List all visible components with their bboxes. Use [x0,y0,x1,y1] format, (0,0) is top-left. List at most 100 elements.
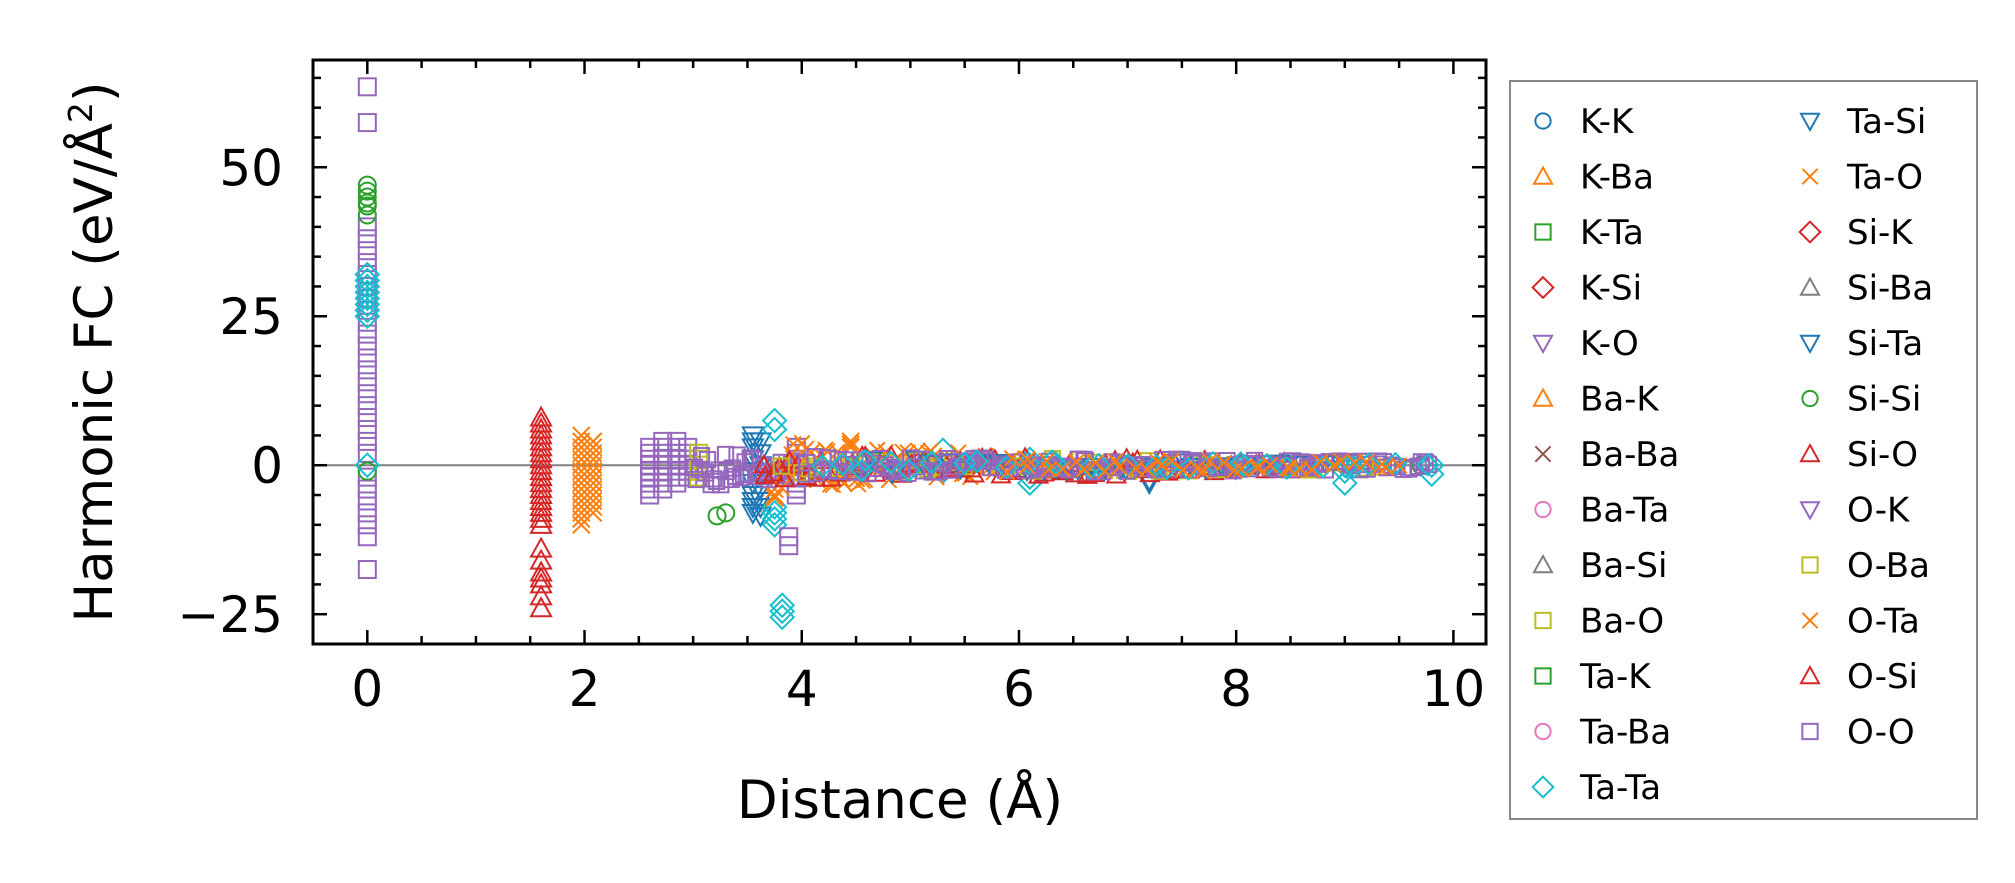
data-point-ta-ta [897,458,921,483]
legend-marker-ba-k [1532,387,1554,407]
data-point-o-o [357,229,377,249]
x-tick-label: 10 [1422,660,1486,718]
data-point-o-o [357,348,377,368]
data-point-o-o [357,419,377,439]
data-point-o-o [357,527,377,547]
x-tick-label: 4 [786,660,818,718]
data-point-o-o [357,396,377,416]
data-point-ta-ta [994,455,1019,480]
data-point-o-o [698,450,717,469]
legend-marker-k-si [1531,275,1555,300]
data-point-o-ta [841,435,860,454]
legend-label-si-k: Si-K [1847,213,1914,253]
legend-marker-ba-ba [1534,445,1552,463]
data-point-si-o [529,506,553,528]
data-point-si-si [357,181,377,201]
ticks-layer [311,60,1486,646]
data-point-o-o [357,276,377,296]
data-point-o-ta [1040,461,1058,478]
data-point-si-si [716,503,736,523]
data-point-o-o [357,217,377,237]
data-point-o-ta [1312,453,1329,471]
data-point-o-ta [1138,461,1156,478]
data-point-o-o [722,470,740,489]
data-point-ta-ta [853,448,878,473]
data-point-ta-ta [1415,453,1440,477]
legend-label-ba-o: Ba-O [1580,602,1664,642]
legend-marker-si-k [1798,220,1822,244]
legend-marker-o-ta [1801,612,1819,629]
data-point-o-o [779,536,799,556]
data-point-o-o [357,479,377,499]
data-point-o-o [653,479,673,499]
legend-label-o-o: O-O [1847,713,1915,753]
data-point-o-o [357,324,377,344]
data-point-ta-ta [1342,455,1366,479]
data-point-si-o [529,405,553,427]
x-tick-label: 0 [351,660,383,718]
legend-marker-k-o [1532,334,1554,355]
data-point-o-o [786,485,806,505]
legend-label-ta-ba: Ta-Ba [1579,713,1671,753]
legend-marker-si-ta [1799,334,1821,355]
data-point-ta-si [748,491,773,514]
data-point-ta-ta [769,604,796,631]
data-point-ta-ta [761,407,788,434]
data-point-o-o [357,253,377,273]
data-point-o-ta [773,479,791,497]
axes-frame [311,58,1488,646]
data-point-si-si [357,461,377,481]
legend-marker-o-k [1799,501,1821,521]
data-point-si-o [529,512,553,534]
data-point-o-ta [584,503,603,523]
data-point-ta-si [748,432,773,454]
y-tick-label: −25 [177,586,283,644]
y-tick-label: 25 [219,288,283,346]
data-point-o-ta [1232,460,1250,478]
data-point-ta-ta [1087,452,1111,477]
data-point-ta-ta [354,452,381,479]
data-point-o-ta [841,432,860,451]
legend-label-ta-k: Ta-K [1579,657,1652,697]
x-axis-label: Distance (Å) [737,767,1063,831]
legend-marker-ba-si [1532,553,1554,574]
legend-label-o-si: O-Si [1847,657,1918,697]
data-point-ta-ta [761,416,788,443]
legend-marker-ta-si [1799,112,1821,133]
data-point-o-o [640,473,660,493]
data-point-o-o [357,467,377,487]
data-point-o-ta [1370,459,1388,476]
y-tick-label: 50 [219,139,283,197]
y-axis-label-superscript: 2 [61,102,100,123]
legend-marker-ta-o [1801,168,1819,185]
data-point-si-si [707,506,727,526]
x-tick-label: 6 [1003,660,1035,718]
data-point-o-ta [1357,453,1375,471]
data-point-o-o [942,461,960,479]
data-point-si-si [357,205,377,225]
legend: K-K K-Ba K-Ta K-Si K-O Ba-K Ba-Ba Ba-Ta Ba-Si Ba-… [1509,80,1978,820]
data-point-o-ta [1390,457,1408,474]
legend-marker-k-ba [1532,165,1554,185]
data-point-si-o [529,536,553,558]
legend-label-ta-ta: Ta-Ta [1579,768,1661,808]
data-point-o-ta [1174,461,1192,479]
legend-label-si-ta: Si-Ta [1847,324,1923,364]
legend-label-k-ta: K-Ta [1580,213,1644,253]
data-point-o-o [357,560,377,580]
x-tick-label: 2 [569,660,601,718]
data-point-ta-ta [810,454,835,478]
legend-marker-o-ba [1801,556,1819,574]
data-point-o-ta [1194,463,1212,480]
data-point-o-ta [1332,452,1350,470]
data-point-o-ta [1225,462,1243,479]
legend-label-k-k: K-K [1580,102,1635,142]
data-point-o-o [640,467,660,487]
y-axis-label-close: ) [64,81,125,102]
data-point-o-ta [765,488,784,508]
data-point-si-o [754,464,776,484]
data-point-ta-ta [354,303,381,330]
legend-label-k-o: K-O [1580,324,1639,364]
data-point-o-ta [1019,450,1036,468]
